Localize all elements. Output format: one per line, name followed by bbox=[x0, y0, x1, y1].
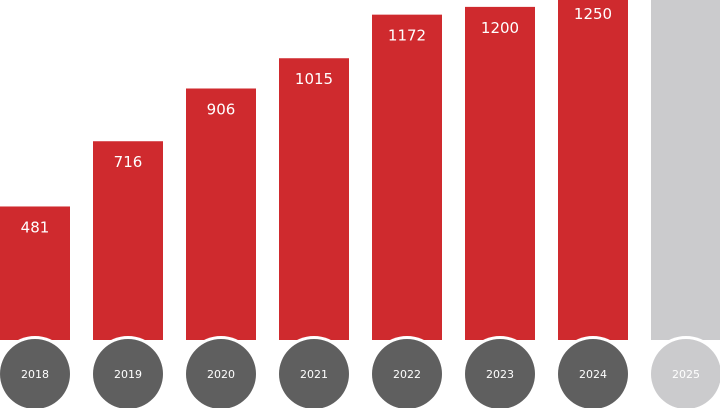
bar-2018 bbox=[0, 206, 70, 340]
value-label-2018: 481 bbox=[21, 218, 50, 236]
value-label-2021: 1015 bbox=[295, 70, 333, 88]
bar-2025-projected-arrow bbox=[651, 0, 720, 340]
year-label-2023: 2023 bbox=[486, 368, 514, 381]
bar-2020 bbox=[186, 88, 256, 340]
year-label-2019: 2019 bbox=[114, 368, 142, 381]
value-label-2024: 1250 bbox=[574, 5, 612, 23]
year-circle-2023 bbox=[465, 339, 535, 408]
bar-2024 bbox=[558, 0, 628, 340]
year-label-2018: 2018 bbox=[21, 368, 49, 381]
year-label-2022: 2022 bbox=[393, 368, 421, 381]
year-label-2025: 2025 bbox=[672, 368, 700, 381]
bar-2023 bbox=[465, 6, 535, 340]
bar-2022 bbox=[372, 14, 442, 340]
year-label-2020: 2020 bbox=[207, 368, 235, 381]
year-circle-2019 bbox=[93, 339, 163, 408]
year-circle-2022 bbox=[372, 339, 442, 408]
year-circle-2018 bbox=[0, 339, 70, 408]
bar-2021 bbox=[279, 58, 349, 341]
value-label-2019: 716 bbox=[114, 153, 143, 171]
value-label-2020: 906 bbox=[207, 100, 236, 118]
year-circle-2020 bbox=[186, 339, 256, 408]
bar-2019 bbox=[93, 141, 163, 340]
value-label-2023: 1200 bbox=[481, 19, 519, 37]
year-circle-2021 bbox=[279, 339, 349, 408]
value-label-2022: 1172 bbox=[388, 27, 426, 45]
year-circle-2024 bbox=[558, 339, 628, 408]
year-label-2024: 2024 bbox=[579, 368, 607, 381]
year-label-2021: 2021 bbox=[300, 368, 328, 381]
year-circle-2025 bbox=[651, 339, 720, 408]
